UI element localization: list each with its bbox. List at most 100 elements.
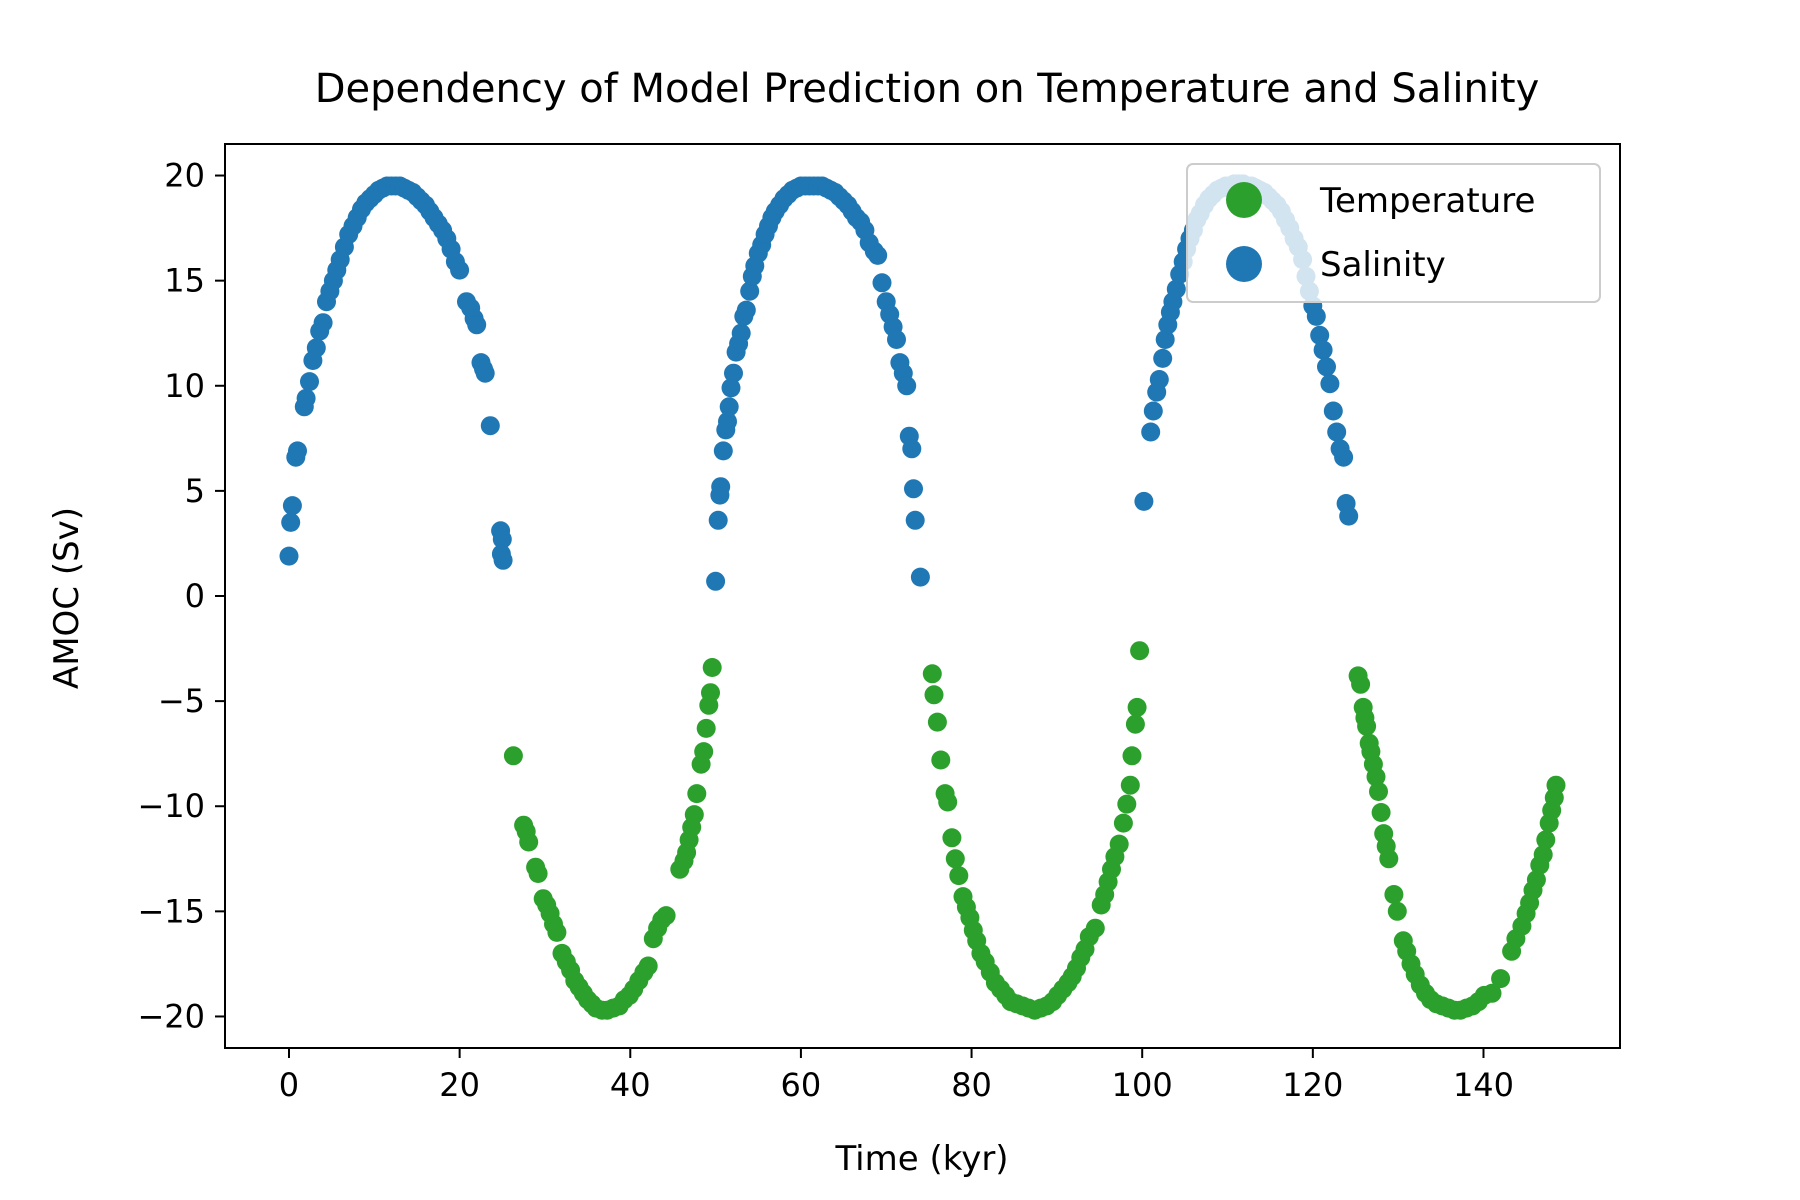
points-layer <box>279 174 1566 1020</box>
salinity-point <box>897 376 917 396</box>
salinity-point <box>475 363 495 383</box>
salinity-point <box>719 397 739 417</box>
legend-label-temperature: Temperature <box>1319 181 1535 221</box>
salinity-point <box>1134 491 1154 511</box>
temperature-point <box>1357 716 1377 736</box>
salinity-point <box>1149 370 1169 389</box>
y-tick-label: −10 <box>137 787 205 825</box>
temperature-point <box>942 828 962 848</box>
salinity-point <box>450 260 470 280</box>
x-tick-label: 140 <box>1453 1066 1514 1104</box>
salinity-point <box>706 571 726 591</box>
salinity-point <box>905 510 925 530</box>
y-tick-label: −15 <box>137 892 205 930</box>
temperature-point <box>702 658 722 677</box>
x-axis: 0 20 40 60 80 100 120 140 <box>279 1048 1514 1104</box>
temperature-point <box>687 784 707 804</box>
temperature-point <box>638 956 658 976</box>
y-axis: 20 15 10 5 0 −5 −10 −15 −20 <box>137 157 225 1035</box>
temperature-point <box>1117 794 1137 814</box>
temperature-point <box>684 805 704 825</box>
temperature-point <box>1526 870 1546 890</box>
salinity-point <box>480 416 500 436</box>
salinity-point <box>300 372 319 392</box>
x-tick-label: 40 <box>610 1066 651 1104</box>
salinity-point <box>724 363 743 383</box>
salinity-point <box>736 300 756 320</box>
legend-marker-salinity <box>1226 246 1262 282</box>
temperature-point <box>1371 803 1391 822</box>
x-tick-label: 20 <box>439 1066 480 1104</box>
salinity-point <box>492 529 512 549</box>
salinity-point <box>1310 325 1330 345</box>
salinity-point <box>296 388 316 408</box>
x-tick-label: 80 <box>951 1066 992 1104</box>
salinity-point <box>1339 506 1359 526</box>
x-tick-label: 60 <box>781 1066 822 1104</box>
temperature-point <box>1369 782 1388 801</box>
temperature-point <box>1113 813 1133 833</box>
salinity-point <box>1313 340 1333 360</box>
legend-label-salinity: Salinity <box>1320 245 1446 285</box>
temperature-point <box>1127 697 1147 717</box>
temperature-point <box>924 685 944 705</box>
x-tick-label: 100 <box>1112 1066 1173 1104</box>
salinity-point <box>1153 348 1173 368</box>
salinity-point <box>279 546 299 566</box>
temperature-point <box>1122 746 1142 766</box>
salinity-point <box>1320 374 1340 394</box>
temperature-point <box>503 746 523 766</box>
temperature-point <box>519 832 539 852</box>
temperature-point <box>1482 983 1502 1003</box>
salinity-point <box>1327 422 1347 442</box>
y-tick-label: −20 <box>137 997 205 1035</box>
y-tick-label: −5 <box>158 682 205 720</box>
y-tick-label: 0 <box>185 577 205 615</box>
salinity-point <box>1317 357 1336 377</box>
temperature-point <box>694 742 714 762</box>
salinity-point <box>711 477 731 497</box>
temperature-point <box>945 849 965 869</box>
salinity-point <box>1166 279 1186 299</box>
temperature-point <box>1533 845 1553 865</box>
salinity-point <box>731 323 751 343</box>
temperature-point <box>696 718 716 738</box>
salinity-point <box>288 441 307 461</box>
temperature-point <box>1387 901 1407 921</box>
temperature-point <box>927 712 947 732</box>
legend: Temperature Salinity <box>1186 163 1601 303</box>
salinity-point <box>708 510 728 530</box>
temperature-point <box>1120 775 1140 795</box>
y-axis-label: AMOC (Sv) <box>47 507 87 689</box>
x-tick-label: 0 <box>279 1066 299 1104</box>
salinity-point <box>313 313 333 333</box>
temperature-point <box>656 906 676 926</box>
temperature-point <box>1125 714 1145 734</box>
legend-box <box>1186 163 1601 303</box>
temperature-point <box>1130 641 1150 661</box>
salinity-point <box>1141 422 1161 442</box>
salinity-point <box>1334 447 1354 467</box>
salinity-point <box>493 550 513 570</box>
temperature-point <box>528 864 548 883</box>
salinity-point <box>721 378 741 398</box>
y-tick-label: 15 <box>164 262 205 300</box>
salinity-point <box>306 338 326 358</box>
y-tick-label: 10 <box>164 367 205 405</box>
chart-title: Dependency of Model Prediction on Temper… <box>315 66 1540 112</box>
salinity-point <box>902 439 922 459</box>
salinity-point <box>740 281 760 301</box>
y-tick-label: 20 <box>164 157 205 195</box>
y-tick-label: 5 <box>185 472 205 510</box>
temperature-point <box>1384 885 1404 904</box>
temperature-point <box>1491 969 1511 989</box>
salinity-point <box>282 496 302 516</box>
salinity-point <box>718 412 737 431</box>
salinity-point <box>467 315 487 335</box>
temperature-point <box>931 750 951 770</box>
temperature-point <box>1379 849 1399 869</box>
salinity-point <box>1306 306 1326 326</box>
temperature-point <box>547 922 567 942</box>
temperature-point <box>949 866 969 886</box>
